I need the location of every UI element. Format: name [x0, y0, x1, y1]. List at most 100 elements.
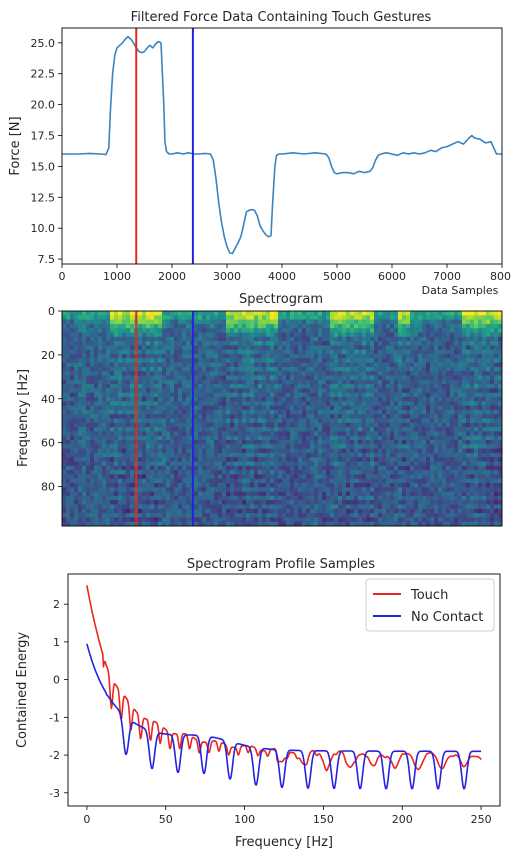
- spectrogram-cell: [310, 362, 315, 368]
- spectrogram-cell: [370, 315, 375, 320]
- spectrogram-cell: [78, 405, 83, 411]
- spectrogram-cell: [114, 508, 119, 514]
- spectrogram-cell: [306, 470, 311, 475]
- spectrogram-cell: [438, 358, 443, 363]
- spectrogram-cell: [178, 500, 183, 505]
- spectrogram-cell: [382, 319, 387, 325]
- spectrogram-cell: [310, 521, 315, 527]
- spectrogram-cell: [430, 379, 435, 385]
- spectrogram-cell: [314, 323, 319, 329]
- spectrogram-cell: [62, 323, 67, 329]
- spectrogram-cell: [150, 311, 155, 316]
- spectrogram-cell: [454, 504, 459, 510]
- spectrogram-cell: [62, 384, 67, 389]
- spectrogram-cell: [350, 513, 355, 518]
- spectrogram-cell: [330, 452, 335, 458]
- spectrogram-cell: [310, 478, 315, 484]
- spectrogram-cell: [154, 444, 159, 449]
- spectrogram-cell: [454, 418, 459, 424]
- spectrogram-cell: [362, 332, 367, 338]
- spectrogram-cell: [102, 345, 107, 351]
- spectrogram-cell: [214, 371, 219, 376]
- spectrogram-cell: [138, 483, 143, 488]
- spectrogram-cell: [298, 397, 303, 402]
- spectrogram-cell: [306, 508, 311, 514]
- spectrogram-cell: [206, 311, 211, 316]
- spectrogram-cell: [318, 341, 323, 346]
- spectrogram-cell: [362, 470, 367, 475]
- spectrogram-cell: [414, 483, 419, 488]
- spectrogram-cell: [398, 341, 403, 346]
- spectrogram-cell: [394, 379, 399, 385]
- spectrogram-cell: [394, 474, 399, 480]
- spectrogram-cell: [206, 358, 211, 363]
- spectrogram-cell: [82, 461, 87, 467]
- spectrogram-cell: [270, 427, 275, 432]
- spectrogram-cell: [450, 388, 455, 394]
- spectrogram-cell: [266, 315, 271, 320]
- spectrogram-cell: [318, 491, 323, 497]
- spectrogram-cell: [330, 354, 335, 359]
- spectrogram-cell: [202, 478, 207, 484]
- spectrogram-cell: [210, 474, 215, 480]
- spectrogram-cell: [438, 366, 443, 372]
- spectrogram-cell: [390, 349, 395, 355]
- spectrogram-cell: [322, 500, 327, 505]
- spectrogram-cell: [298, 384, 303, 389]
- spectrogram-cell: [302, 341, 307, 346]
- spectrogram-cell: [162, 336, 167, 342]
- spectrogram-cell: [306, 465, 311, 471]
- spectrogram-cell: [394, 397, 399, 402]
- spectrogram-cell: [106, 513, 111, 518]
- spectrogram-cell: [206, 422, 211, 428]
- spectrogram-cell: [178, 358, 183, 363]
- spectrogram-cell: [454, 336, 459, 342]
- spectrogram-cell: [214, 345, 219, 351]
- spectrogram-cell: [222, 435, 227, 441]
- spectrogram-cell: [442, 311, 447, 316]
- spectrogram-cell: [234, 332, 239, 338]
- spectrogram-cell: [386, 470, 391, 475]
- spectrogram-cell: [382, 465, 387, 471]
- spectrogram-cell: [406, 349, 411, 355]
- spectrogram-cell: [406, 362, 411, 368]
- spectrogram-cell: [262, 332, 267, 338]
- spectrogram-cell: [446, 521, 451, 527]
- spectrogram-cell: [370, 427, 375, 432]
- spectrogram-cell: [298, 405, 303, 411]
- spectrogram-cell: [314, 414, 319, 419]
- spectrogram-cell: [250, 427, 255, 432]
- spectrogram-cell: [70, 457, 75, 462]
- spectrogram-cell: [350, 371, 355, 376]
- spectrogram-cell: [90, 315, 95, 320]
- spectrogram-cell: [414, 375, 419, 381]
- spectrogram-cell: [318, 328, 323, 333]
- spectrogram-cell: [94, 465, 99, 471]
- spectrogram-cell: [194, 452, 199, 458]
- spectrogram-cell: [70, 414, 75, 419]
- spectrogram-cell: [170, 517, 175, 523]
- spectrogram-cell: [294, 345, 299, 351]
- spectrogram-cell: [246, 345, 251, 351]
- spectrogram-cell: [294, 470, 299, 475]
- spectrogram-cell: [226, 323, 231, 329]
- spectrogram-cell: [402, 418, 407, 424]
- spectrogram-cell: [426, 495, 431, 501]
- spectrogram-cell: [282, 354, 287, 359]
- spectrogram-cell: [338, 319, 343, 325]
- spectrogram-cell: [70, 328, 75, 333]
- spectrogram-cell: [430, 513, 435, 518]
- spectrogram-cell: [450, 405, 455, 411]
- spectrogram-cell: [434, 500, 439, 505]
- spectrogram-cell: [382, 422, 387, 428]
- spectrogram-cell: [246, 470, 251, 475]
- spectrogram-cell: [90, 470, 95, 475]
- spectrogram-cell: [90, 358, 95, 363]
- spectrogram-cell: [106, 521, 111, 527]
- spectrogram-cell: [230, 345, 235, 351]
- spectrogram-cell: [142, 448, 147, 454]
- spectrogram-cell: [398, 435, 403, 441]
- spectrogram-cell: [138, 319, 143, 325]
- spectrogram-cell: [102, 379, 107, 385]
- spectrogram-cell: [310, 401, 315, 406]
